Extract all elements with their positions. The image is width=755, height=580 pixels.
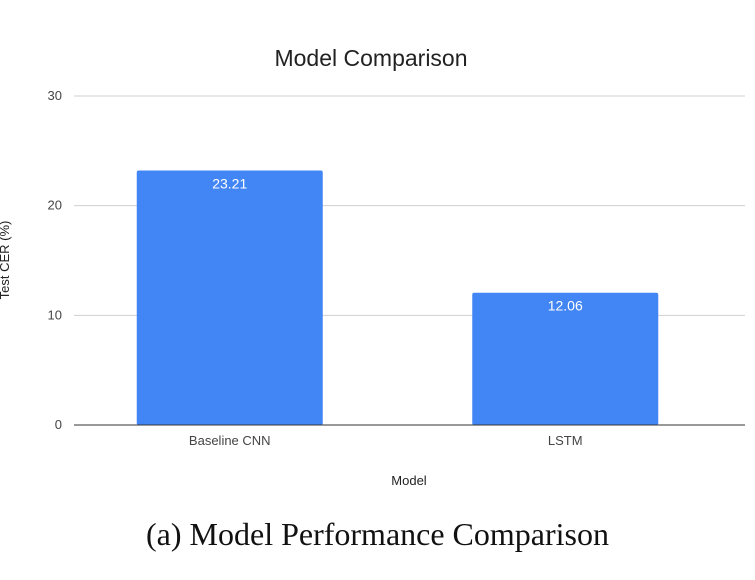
y-tick-label: 30 bbox=[48, 88, 62, 103]
bar-value-labels: 23.21 12.06 bbox=[212, 175, 583, 313]
y-tick-label: 20 bbox=[48, 198, 62, 213]
x-tick-label: Baseline CNN bbox=[189, 433, 271, 448]
x-axis-ticks: Baseline CNN LSTM bbox=[189, 433, 583, 448]
bar-value-label: 12.06 bbox=[548, 298, 583, 314]
chart-title: Model Comparison bbox=[274, 45, 467, 71]
y-axis-label: Test CER (%) bbox=[0, 221, 12, 300]
x-axis-label: Model bbox=[391, 473, 427, 488]
y-tick-label: 0 bbox=[55, 417, 62, 432]
x-tick-label: LSTM bbox=[548, 433, 583, 448]
y-tick-label: 10 bbox=[48, 307, 62, 322]
bar-chart: Model Comparison 0 10 20 30 23.21 12.06 Base… bbox=[0, 45, 745, 488]
bar-value-label: 23.21 bbox=[212, 175, 247, 191]
bar-lstm bbox=[472, 292, 659, 425]
y-axis-ticks: 0 10 20 30 bbox=[48, 88, 62, 432]
bars bbox=[136, 170, 659, 425]
figure-caption: (a) Model Performance Comparison bbox=[146, 516, 609, 552]
bar-baseline-cnn bbox=[136, 170, 323, 425]
